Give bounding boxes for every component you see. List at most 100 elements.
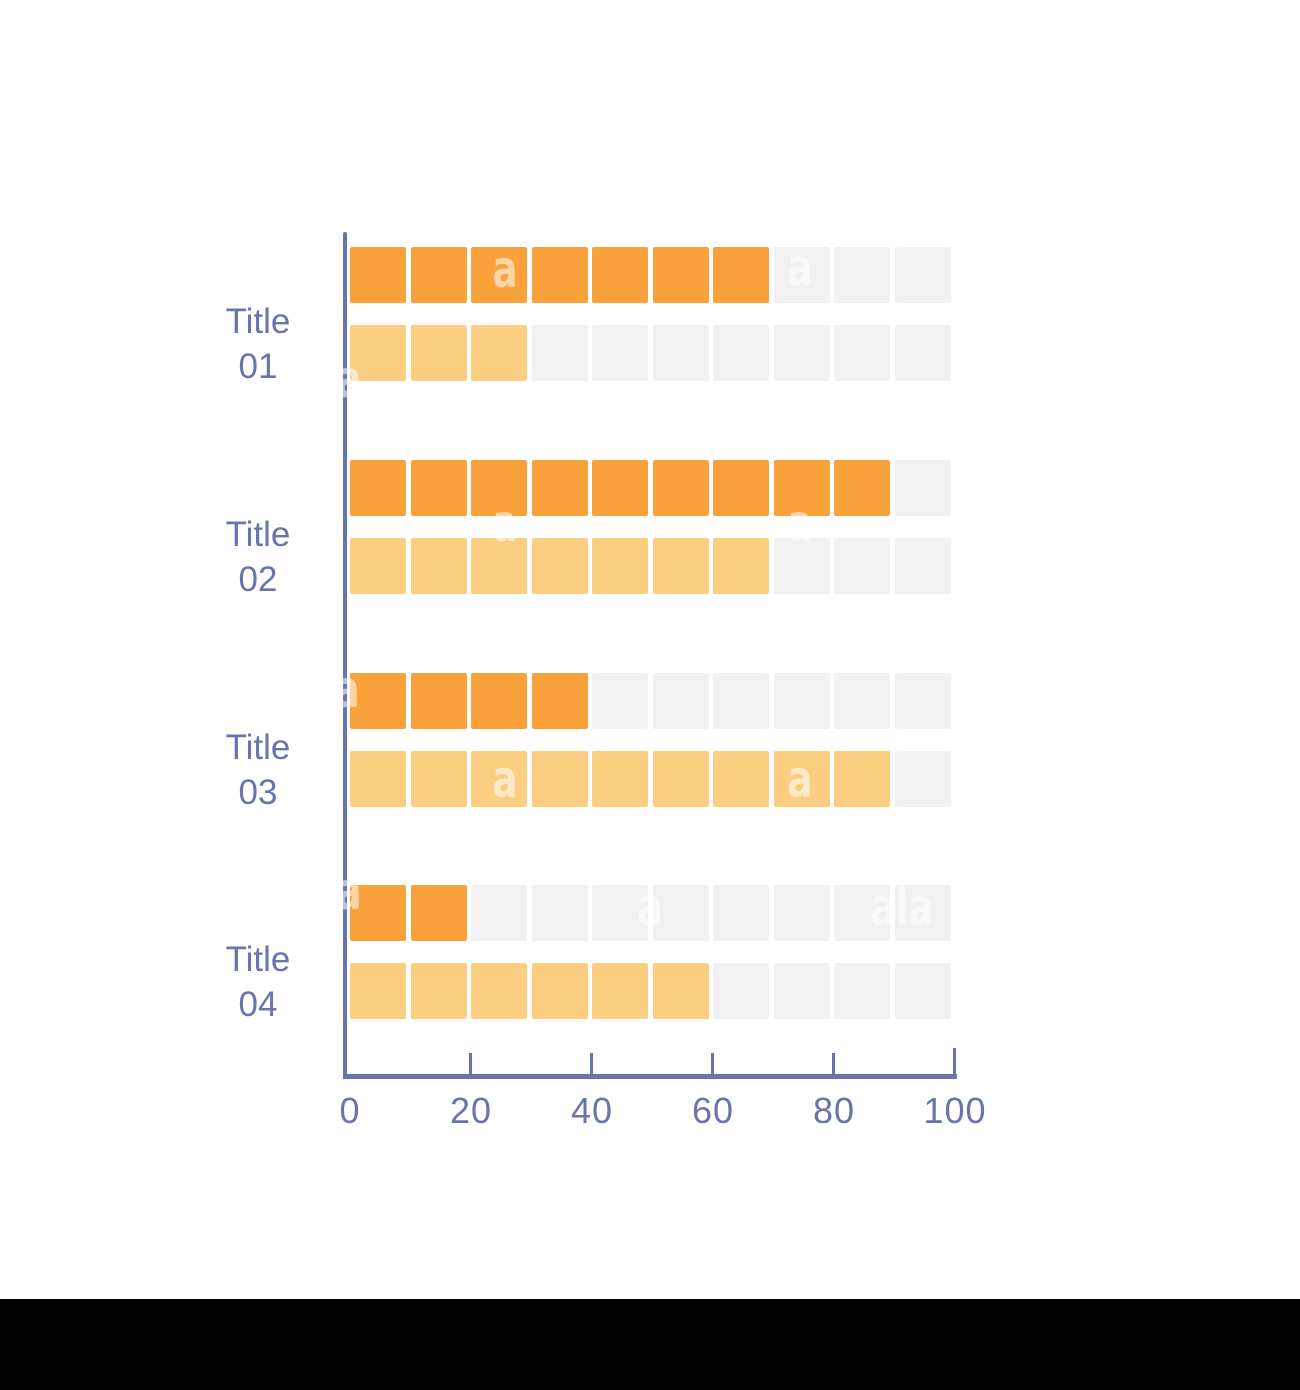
bar-row (350, 460, 951, 516)
category-label: Title 02 (178, 512, 338, 602)
bar-segment (894, 963, 951, 1019)
bar-row (350, 325, 951, 381)
bar-segment (834, 247, 890, 303)
category-label: Title 01 (178, 299, 338, 389)
bar-segment (894, 325, 951, 381)
category-label-line: Title (225, 940, 291, 979)
bar-segment (652, 325, 709, 381)
bar-segment (894, 673, 951, 729)
bar-segment (350, 885, 406, 941)
bar-segment (834, 963, 890, 1019)
bar-segment (773, 538, 830, 594)
y-axis-line (343, 232, 347, 1079)
bar-segment (531, 885, 588, 941)
axis-tick (469, 1053, 472, 1074)
bar-segment (471, 247, 527, 303)
bar-row (350, 247, 951, 303)
bar-segment (713, 247, 769, 303)
bar-segment (531, 673, 588, 729)
bar-segment (713, 963, 769, 1019)
bar-segment (773, 673, 830, 729)
bar-segment (834, 325, 890, 381)
axis-tick-label: 100 (923, 1090, 987, 1131)
bar-segment (834, 673, 890, 729)
bar-segment (531, 325, 588, 381)
bar-segment (713, 885, 769, 941)
bar-row (350, 885, 951, 941)
axis-tick (953, 1048, 956, 1074)
bar-segment (531, 538, 588, 594)
category-label-line: Title (225, 515, 291, 554)
bar-segment (350, 538, 406, 594)
bar-segment (773, 751, 830, 807)
axis-tick (590, 1053, 593, 1074)
bar-segment (592, 751, 648, 807)
bar-segment (350, 247, 406, 303)
category-label: Title 03 (178, 725, 338, 815)
bar-segment (713, 751, 769, 807)
category-label-line: Title (225, 302, 291, 341)
bar-segment (410, 751, 467, 807)
bar-segment (410, 538, 467, 594)
bar-segment (592, 885, 648, 941)
bar-segment (894, 751, 951, 807)
axis-tick-label: 80 (812, 1090, 856, 1131)
bar-segment (773, 247, 830, 303)
axis-tick-label: 40 (570, 1090, 614, 1131)
bar-segment (592, 673, 648, 729)
bar-segment (592, 325, 648, 381)
bar-segment (652, 247, 709, 303)
bar-segment (350, 673, 406, 729)
bar-segment (834, 751, 890, 807)
bar-segment (531, 247, 588, 303)
bar-segment (713, 460, 769, 516)
bar-segment (834, 460, 890, 516)
bar-segment (471, 538, 527, 594)
bar-segment (773, 460, 830, 516)
bar-segment (471, 885, 527, 941)
bar-segment (471, 460, 527, 516)
bar-segment (652, 751, 709, 807)
category-label-line: Title (225, 728, 291, 767)
category-label-line: 02 (238, 560, 278, 599)
bar-segment (652, 885, 709, 941)
axis-tick (711, 1053, 714, 1074)
bar-segment (894, 885, 951, 941)
axis-tick-label: 20 (449, 1090, 493, 1131)
bar-segment (773, 325, 830, 381)
bar-segment (713, 325, 769, 381)
bar-row (350, 538, 951, 594)
bar-segment (531, 963, 588, 1019)
category-label-line: 01 (238, 347, 278, 386)
bar-segment (350, 751, 406, 807)
x-axis-line (343, 1074, 957, 1079)
alamy-watermark-bar: alamy Image ID: 2R8BETW www.alamy.com (0, 1299, 1300, 1390)
bar-segment (713, 538, 769, 594)
category-label-line: 04 (238, 985, 278, 1024)
bar-segment (592, 460, 648, 516)
bar-segment (894, 460, 951, 516)
bar-segment (410, 325, 467, 381)
bar-segment (652, 538, 709, 594)
axis-tick-label: 0 (339, 1090, 361, 1131)
axis-tick-label: 60 (691, 1090, 735, 1131)
axis-tick (832, 1053, 835, 1074)
bar-segment (592, 247, 648, 303)
bar-row (350, 751, 951, 807)
bar-segment (894, 247, 951, 303)
bar-row (350, 673, 951, 729)
bar-segment (471, 751, 527, 807)
bar-segment (471, 325, 527, 381)
bar-segment (471, 963, 527, 1019)
bar-segment (531, 460, 588, 516)
bar-segment (350, 963, 406, 1019)
bar-segment (652, 460, 709, 516)
bar-row (350, 963, 951, 1019)
category-label-line: 03 (238, 773, 278, 812)
bar-segment (410, 885, 467, 941)
bar-segment (410, 247, 467, 303)
bar-segment (652, 673, 709, 729)
bar-segment (350, 460, 406, 516)
bar-segment (410, 673, 467, 729)
